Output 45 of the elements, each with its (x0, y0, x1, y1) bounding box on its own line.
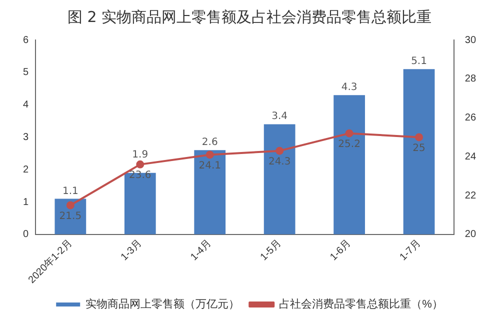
bar (124, 172, 156, 234)
point (206, 150, 214, 159)
data-label: 25.2 (338, 138, 360, 150)
x-tick-label: 1-7月 (398, 238, 424, 264)
y-tick-label: 4 (23, 100, 29, 111)
y-tick-label: 5 (23, 67, 29, 78)
data-label: 5.1 (411, 56, 427, 68)
data-label: 23.6 (129, 170, 152, 182)
x-tick-label: 1-4月 (188, 238, 214, 264)
y-tick-label: 2 (23, 164, 29, 176)
point (66, 201, 74, 210)
data-label: 2.6 (202, 137, 218, 148)
legend-label: 实物商品网上零售额（万亿元） (86, 298, 240, 311)
bar (54, 198, 86, 234)
y2-tick-label: 22 (464, 190, 476, 202)
y-tick-label: 3 (23, 132, 29, 143)
y2-tick-label: 26 (464, 112, 476, 124)
data-label: 4.3 (341, 82, 358, 94)
data-label: 25 (412, 142, 426, 154)
y2-tick-label: 24 (464, 151, 476, 162)
data-label: 21.5 (59, 210, 82, 222)
y2-tick-label: 20 (464, 229, 476, 240)
legend-label: 占社会消费品零售总额比重（%） (279, 298, 443, 311)
x-tick-label: 1-6月 (328, 238, 354, 264)
y2-tick-label: 28 (464, 74, 476, 85)
bar (334, 95, 365, 234)
point (276, 146, 284, 155)
y-tick-label: 0 (23, 229, 29, 240)
bar (403, 69, 435, 234)
bar (194, 150, 226, 234)
y2-tick-label: 30 (464, 34, 476, 46)
x-tick-label: 1-5月 (258, 238, 284, 264)
point (345, 129, 354, 138)
data-label: 24.3 (268, 156, 291, 168)
y-tick-label: 1 (23, 196, 29, 208)
data-label: 1.9 (132, 149, 148, 160)
chart-title: 图 2 实物商品网上零售额及占社会消费品零售总额比重 (66, 7, 433, 28)
point (136, 160, 144, 168)
data-label: 3.4 (272, 111, 288, 122)
bar (264, 124, 296, 234)
y-tick-label: 6 (23, 34, 29, 46)
point (415, 133, 424, 142)
data-label: 1.1 (62, 186, 78, 197)
data-label: 24.1 (198, 160, 221, 172)
x-tick-label: 1-3月 (119, 238, 144, 264)
